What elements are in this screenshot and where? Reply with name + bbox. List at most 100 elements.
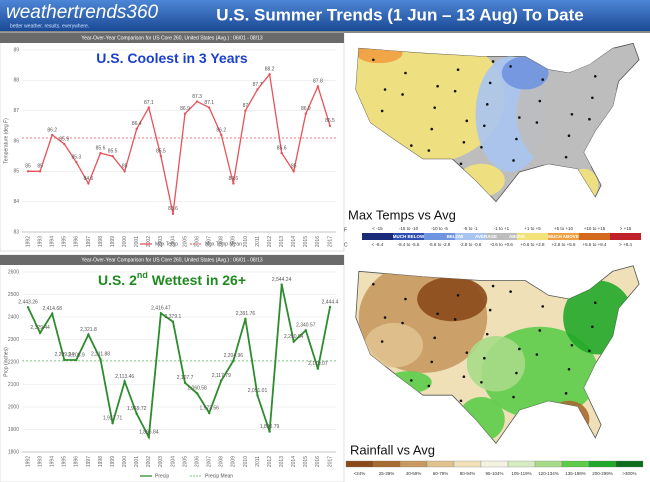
city-dot (593, 301, 597, 305)
chart-annotation: U.S. Coolest in 3 Years (96, 50, 248, 66)
x-tick-label: 2010 (243, 456, 249, 467)
annotation-part: U.S. 2 (98, 272, 137, 288)
header-bar (0, 0, 650, 31)
y-tick-label: 1800 (8, 449, 19, 455)
series-line (28, 72, 331, 214)
series-line (27, 284, 331, 441)
x-tick-label: 1994 (50, 236, 56, 247)
city-dot (593, 75, 597, 78)
legend-category: MUCH ABOVE (548, 234, 579, 239)
data-point (87, 182, 90, 185)
y-tick-label: 1900 (8, 427, 19, 433)
data-point (171, 212, 175, 215)
city-dot (596, 406, 600, 410)
chart: Year-Over-Year Comparison for US Core 26… (0, 254, 345, 482)
data-label: 85.6 (277, 145, 287, 151)
legend-swatch (399, 460, 428, 468)
logo-tagline: better weather. results. everywhere. (10, 23, 89, 29)
map-region (548, 400, 590, 438)
city-dot (535, 353, 539, 356)
x-tick-label: 2007 (207, 456, 213, 467)
legend-category: AVERAGE (475, 234, 497, 239)
data-label: 2,416.47 (151, 306, 171, 312)
data-point (87, 333, 90, 336)
legend-swatch (561, 460, 590, 468)
data-label: 87 (243, 103, 249, 109)
legend-category: ABOVE (509, 234, 525, 239)
city-dot (591, 96, 594, 100)
chart-title: Year-Over-Year Comparison for US Core 26… (81, 257, 263, 263)
data-label: 2,051.01 (248, 388, 268, 394)
data-point (135, 127, 138, 131)
x-tick-label: 2009 (231, 456, 237, 467)
legend-label: -1 to +1 (494, 226, 510, 231)
data-point (280, 283, 283, 286)
annotation-part: U.S. Coolest in 3 Years (96, 50, 248, 66)
data-label: 2,443.26 (18, 300, 38, 306)
data-point (159, 154, 163, 158)
y-tick-label: 2000 (8, 404, 19, 410)
city-dot (485, 332, 489, 336)
city-dot (462, 141, 466, 144)
x-tick-label: 2005 (182, 236, 188, 247)
data-point (147, 435, 151, 439)
x-tick-label: 2015 (303, 456, 309, 467)
legend-label: -15 to -10 (399, 226, 419, 231)
x-tick-label: 2009 (231, 236, 237, 247)
city-dot (459, 399, 463, 403)
x-tick-label: 2002 (146, 236, 152, 247)
data-label: 2,444.4 (322, 299, 339, 305)
data-point (135, 412, 138, 416)
city-dot (483, 356, 486, 360)
data-point (50, 312, 54, 315)
legend-label: -8.4 to -5.6 (398, 242, 420, 247)
legend-label: >300% (622, 471, 636, 476)
data-point (304, 329, 308, 332)
annotation-part: nd (137, 270, 148, 280)
city-dot (518, 116, 521, 119)
city-dot (596, 169, 600, 172)
city-dot (599, 147, 603, 151)
data-label: 86.2 (47, 127, 57, 133)
legend-label: <24% (354, 471, 366, 476)
legend-swatch (424, 233, 455, 240)
legend-label: -5.6 to -2.8 (429, 242, 451, 247)
data-label: 1,969.72 (127, 406, 147, 412)
map-region (458, 397, 505, 442)
data-label: 2,211.88 (91, 352, 110, 358)
data-label: 85 (37, 164, 43, 170)
city-dot (567, 134, 571, 137)
x-tick-label: 2014 (291, 236, 297, 247)
city-dot (462, 375, 466, 379)
data-label: 1,927.71 (103, 416, 123, 422)
data-point (159, 312, 163, 315)
page-title: U.S. Summer Trends (1 Jun – 13 Aug) To D… (216, 5, 583, 24)
x-tick-label: 2006 (194, 236, 200, 247)
map-region (458, 163, 505, 197)
data-point (220, 379, 223, 382)
city-dot (488, 81, 492, 85)
legend-label: < -15 (372, 226, 383, 231)
data-label: 87.1 (204, 100, 214, 106)
y-tick-label: 89 (13, 47, 19, 53)
city-dot (407, 165, 410, 169)
legend-label: Precip (155, 473, 169, 479)
data-point (232, 359, 235, 363)
x-tick-label: 2016 (315, 456, 321, 467)
legend-category: BELOW (447, 234, 465, 239)
data-point (26, 306, 30, 309)
city-dot (570, 112, 574, 116)
city-dot (535, 121, 539, 124)
city-dot (456, 294, 460, 297)
legend-label: > +8.4 (619, 242, 632, 247)
legend-swatch (345, 460, 374, 468)
x-tick-label: 1995 (62, 236, 68, 247)
x-tick-label: 2015 (303, 236, 309, 247)
legend-label: 135-199% (565, 471, 586, 476)
city-dot (544, 172, 547, 175)
city-dot (538, 329, 542, 332)
legend-swatch (453, 460, 482, 468)
data-label: 2,060.58 (187, 386, 207, 392)
city-dot (465, 119, 469, 123)
x-tick-label: 1992 (25, 236, 31, 247)
